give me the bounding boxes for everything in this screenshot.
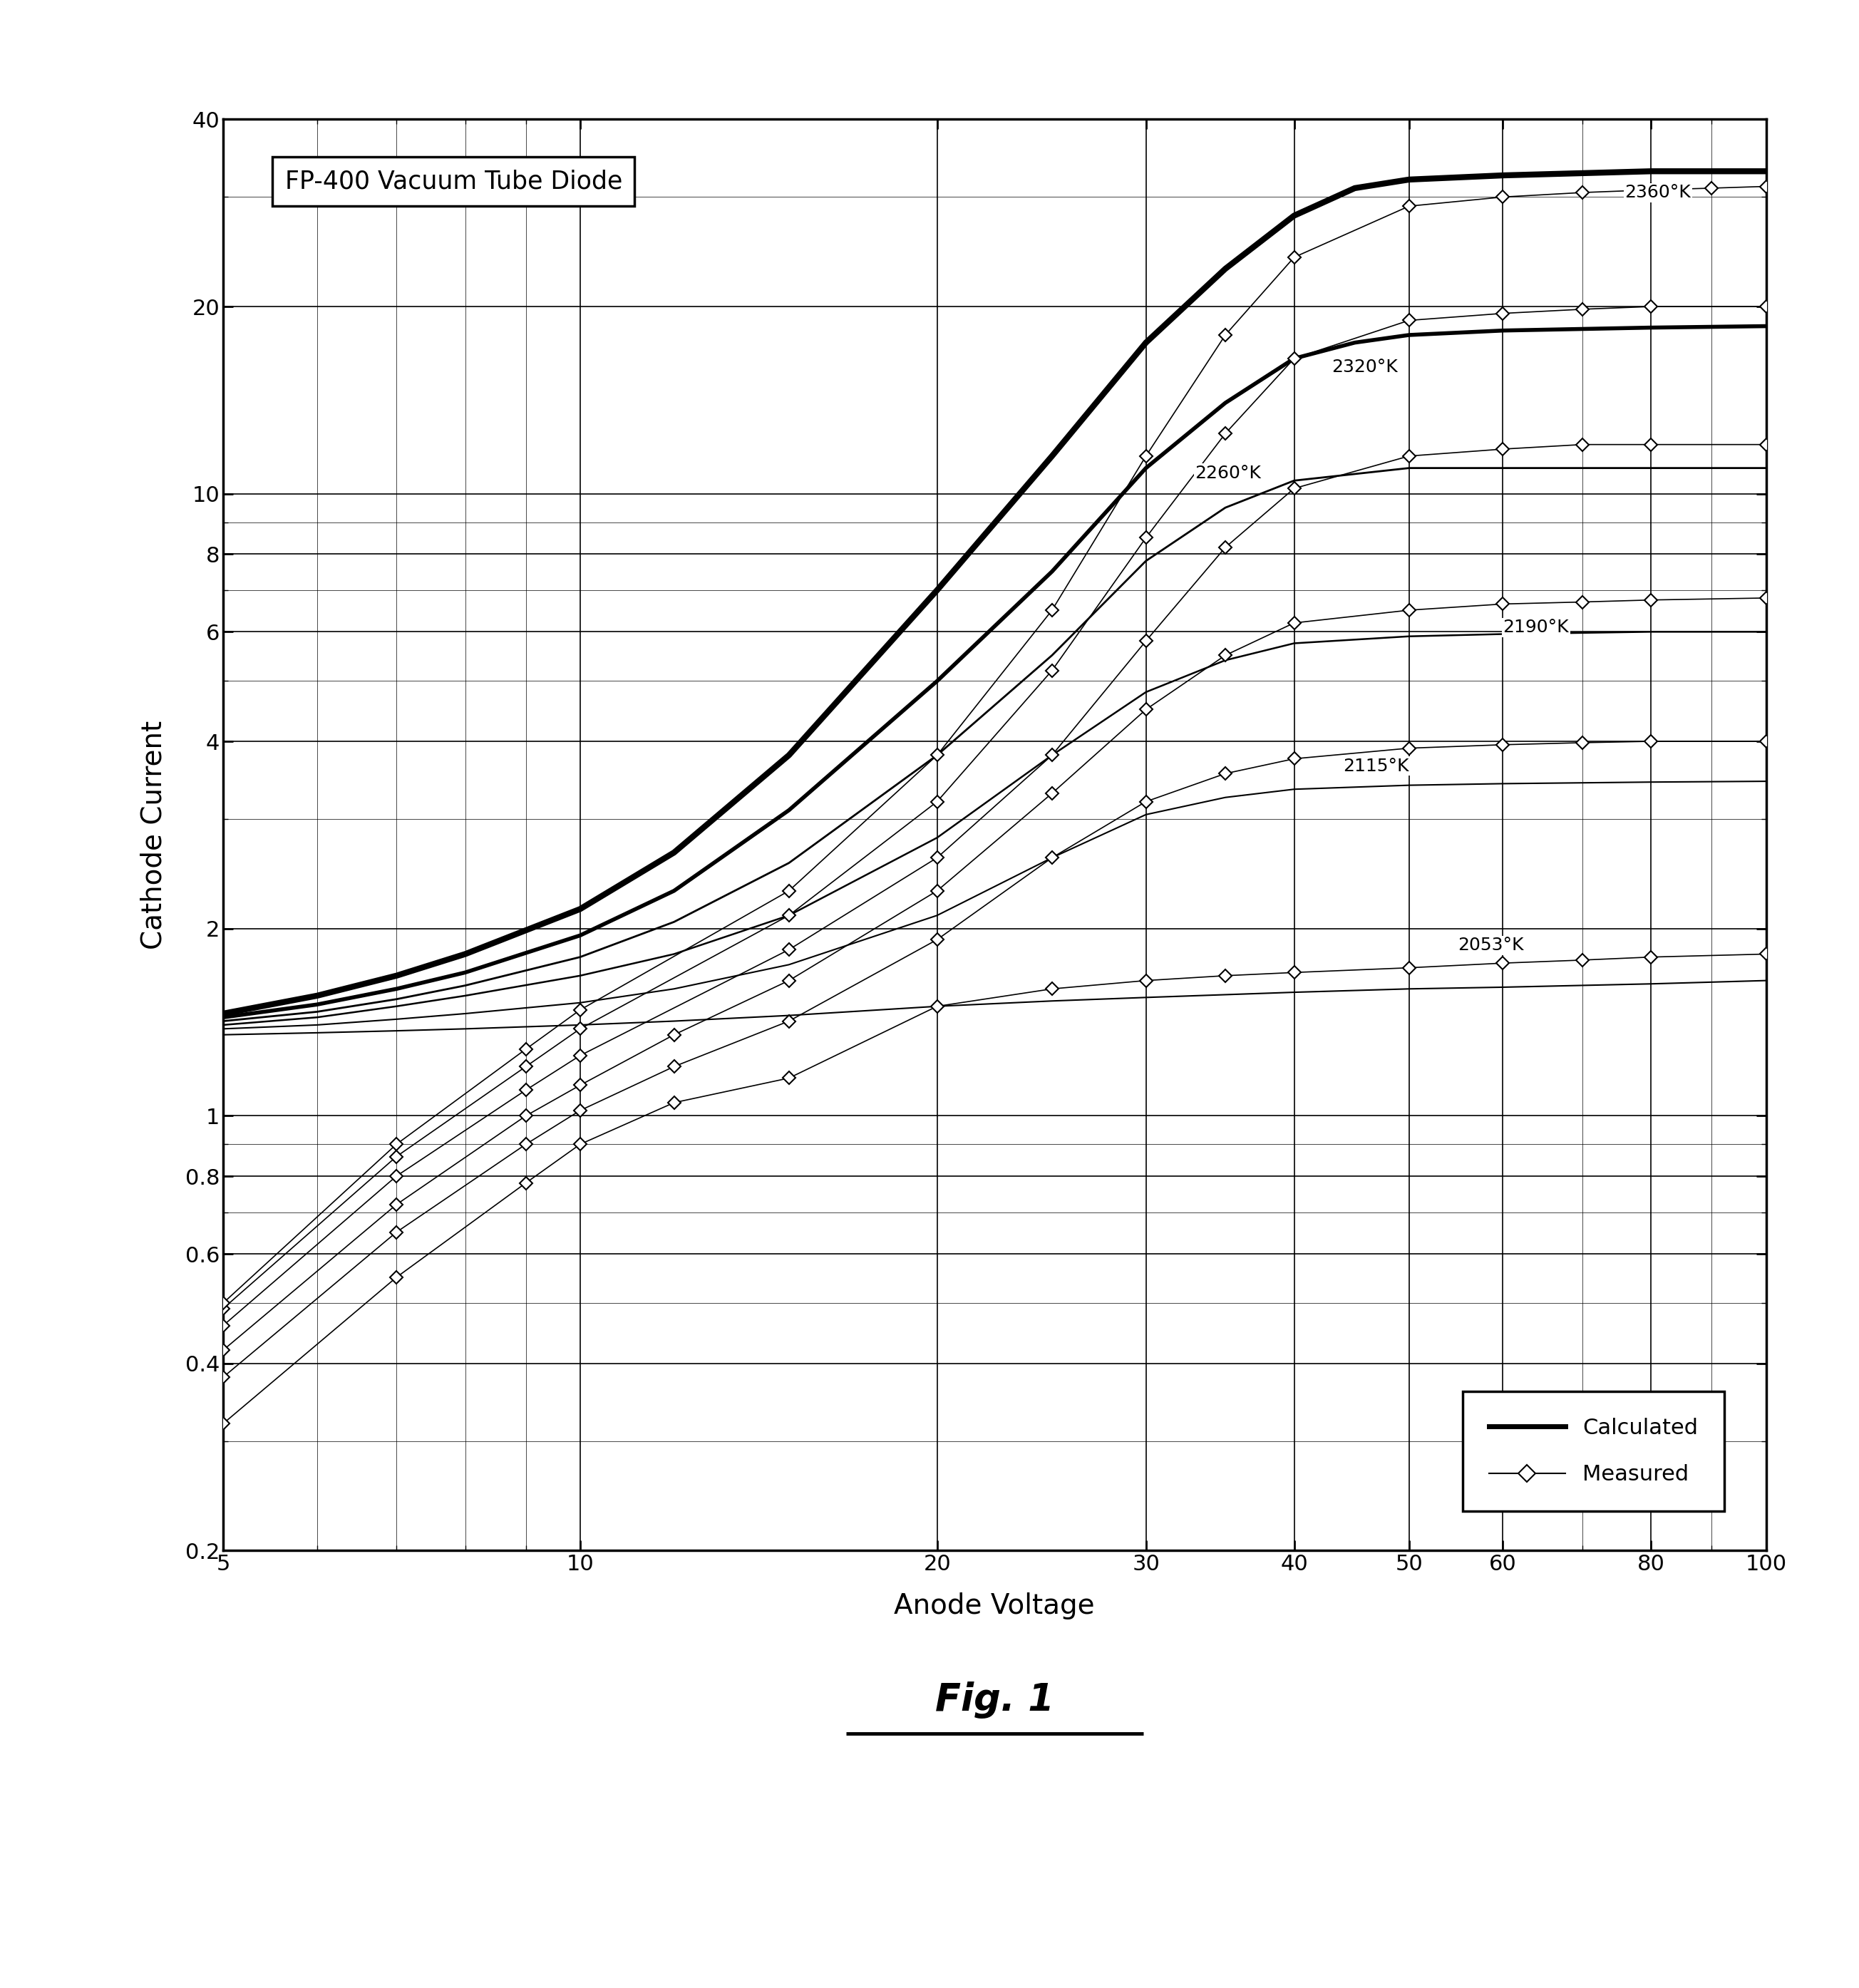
Text: 2190°K: 2190°K <box>1502 618 1569 636</box>
Text: 2115°K: 2115°K <box>1344 757 1409 775</box>
Text: Fig. 1: Fig. 1 <box>935 1682 1054 1718</box>
Text: 2260°K: 2260°K <box>1195 465 1260 481</box>
Text: FP-400 Vacuum Tube Diode: FP-400 Vacuum Tube Diode <box>284 169 623 193</box>
Text: 2320°K: 2320°K <box>1331 358 1398 376</box>
Y-axis label: Cathode Current: Cathode Current <box>139 720 167 950</box>
X-axis label: Anode Voltage: Anode Voltage <box>894 1592 1095 1620</box>
Legend: Calculated, Measured: Calculated, Measured <box>1463 1392 1725 1511</box>
Text: 2053°K: 2053°K <box>1457 936 1524 954</box>
Text: 2360°K: 2360°K <box>1625 185 1692 201</box>
